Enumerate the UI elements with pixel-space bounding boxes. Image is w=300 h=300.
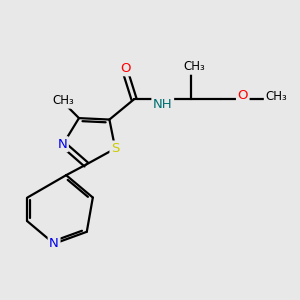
Text: O: O [120,62,130,75]
Text: O: O [238,89,248,102]
Text: NH: NH [153,98,172,111]
Text: S: S [111,142,119,155]
Text: CH₃: CH₃ [183,60,205,73]
Text: CH₃: CH₃ [265,90,287,103]
Text: CH₃: CH₃ [52,94,74,107]
Text: N: N [49,237,59,250]
Text: N: N [58,138,67,151]
